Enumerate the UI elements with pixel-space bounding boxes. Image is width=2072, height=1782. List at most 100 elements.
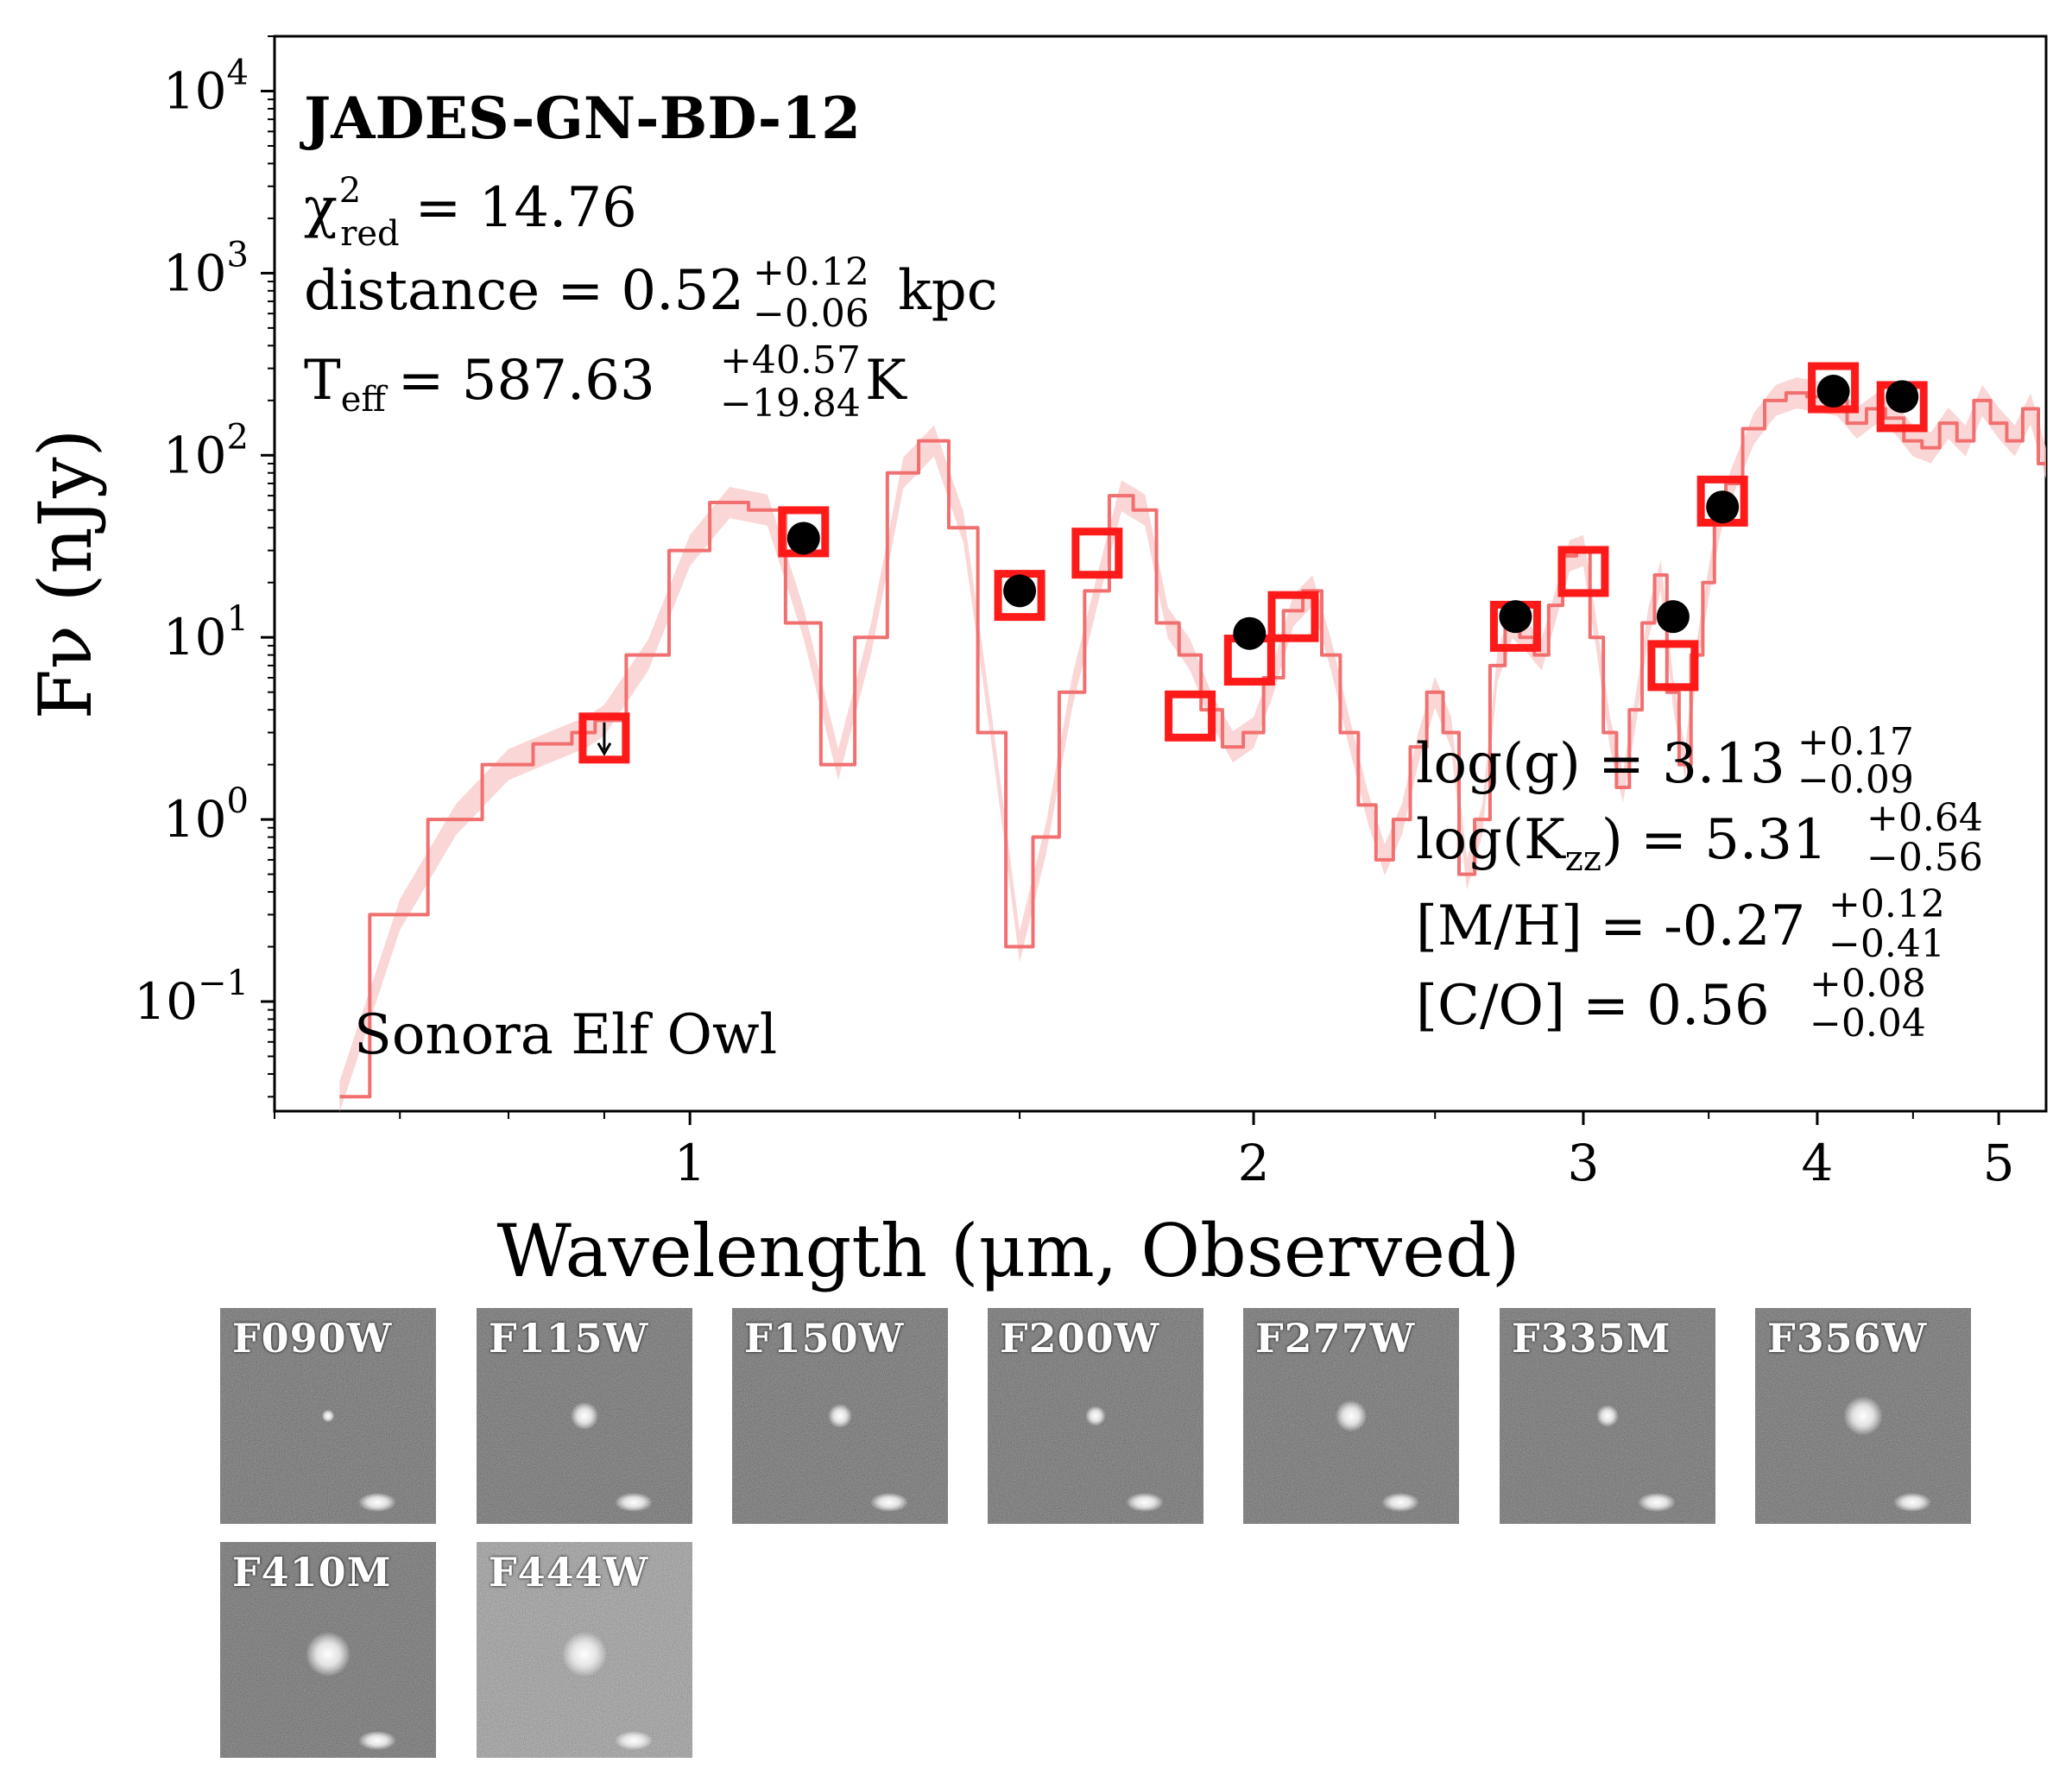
distance-annotation: distance = 0.52 xyxy=(304,259,744,323)
x-axis-label: Wavelength (μm, Observed) xyxy=(496,1209,1519,1293)
fit-parameters: log(g) = 3.13 +0.17 −0.09 log(Kzz) = 5.3… xyxy=(1416,720,1983,1046)
observed-point xyxy=(1499,600,1532,634)
cutout-label: F444W xyxy=(489,1549,649,1596)
model-photometry-point xyxy=(1647,640,1699,692)
target-source xyxy=(1085,1406,1106,1426)
neighbor-source xyxy=(615,1731,653,1750)
cutout-f150w: F150W xyxy=(732,1308,948,1524)
observed-point xyxy=(1886,380,1919,414)
neighbor-source xyxy=(358,1731,396,1750)
x-tick-label: 1 xyxy=(674,1134,706,1192)
observed-point xyxy=(1816,375,1850,408)
model-name-label: Sonora Elf Owl xyxy=(354,1003,777,1067)
param-logkzz-minus: −0.56 xyxy=(1867,836,1983,880)
cutout-label: F277W xyxy=(1255,1315,1416,1362)
model-photometry-point xyxy=(1071,528,1123,579)
distance-error-plus: +0.12 xyxy=(753,250,869,294)
target-source xyxy=(321,1409,335,1423)
cutout-f090w: F090W xyxy=(220,1308,436,1524)
param-logkzz-plus: +0.64 xyxy=(1867,796,1983,840)
chart-title: JADES-GN-BD-12 xyxy=(300,85,861,152)
cutout-f356w: F356W xyxy=(1755,1308,1971,1524)
param-metallicity-plus: +0.12 xyxy=(1829,882,1945,926)
model-uncertainty-band xyxy=(339,377,2047,1113)
cutout-label: F115W xyxy=(489,1315,649,1362)
cutout-label: F150W xyxy=(744,1315,905,1362)
cutout-image xyxy=(220,1542,436,1758)
model-photometry-point xyxy=(1808,362,1860,414)
upper-limit-arrowhead xyxy=(597,742,612,756)
x-tick-label: 4 xyxy=(1801,1134,1833,1192)
param-co-plus: +0.08 xyxy=(1810,962,1926,1006)
teff-annotation: Teff = 587.63 xyxy=(304,349,655,420)
param-co: [C/O] = 0.56 xyxy=(1416,974,1770,1038)
y-tick-label: 102 xyxy=(163,417,249,484)
neighbor-source xyxy=(1893,1493,1931,1512)
y-tick-label: 101 xyxy=(163,599,249,667)
target-source xyxy=(1596,1405,1619,1427)
cutout-image xyxy=(220,1308,436,1524)
neighbor-source xyxy=(1126,1493,1164,1512)
param-logg: log(g) = 3.13 xyxy=(1416,732,1785,796)
y-axis-label: Fν (nJy) xyxy=(23,429,108,720)
neighbor-source xyxy=(870,1493,908,1512)
distance-unit: kpc xyxy=(898,259,998,323)
x-tick-label: 5 xyxy=(1983,1134,2015,1192)
model-photometry-point xyxy=(1267,591,1319,642)
model-photometry-point xyxy=(1165,690,1216,742)
model-photometry-point xyxy=(994,570,1045,622)
param-metallicity: [M/H] = -0.27 xyxy=(1416,894,1805,958)
teff-unit: K xyxy=(865,349,907,413)
y-tick-label: 10−1 xyxy=(134,964,249,1031)
teff-error-plus: +40.57 xyxy=(720,338,861,382)
cutout-image xyxy=(477,1542,692,1758)
neighbor-source xyxy=(358,1493,396,1512)
cutout-image xyxy=(1243,1308,1459,1524)
target-source xyxy=(306,1632,351,1677)
cutout-image xyxy=(1500,1308,1715,1524)
model-photometry-point xyxy=(578,712,630,764)
param-logkzz: log(Kzz) = 5.31 xyxy=(1416,808,1828,879)
neighbor-source xyxy=(1381,1493,1419,1512)
cutout-f410m: F410M xyxy=(220,1542,436,1758)
cutout-label: F335M xyxy=(1512,1315,1671,1362)
neighbor-source xyxy=(615,1493,653,1512)
observed-point xyxy=(1706,490,1740,524)
model-spectrum-layer xyxy=(339,377,2047,1113)
x-tick-label: 3 xyxy=(1568,1134,1600,1192)
cutout-image xyxy=(732,1308,948,1524)
observed-point xyxy=(1233,616,1267,650)
chi2-annotation: χ2 red = 14.76 xyxy=(304,171,637,254)
param-logg-plus: +0.17 xyxy=(1797,720,1914,764)
y-tick-label: 104 xyxy=(163,53,249,120)
target-source xyxy=(562,1632,607,1677)
cutout-label: F200W xyxy=(1000,1315,1160,1362)
observed-point xyxy=(786,521,820,555)
cutout-f115w: F115W xyxy=(477,1308,692,1524)
x-tick-label: 2 xyxy=(1238,1134,1270,1192)
distance-error-minus: −0.06 xyxy=(753,292,869,336)
cutout-label: F410M xyxy=(232,1549,392,1596)
observed-point xyxy=(1003,574,1037,608)
target-source xyxy=(1843,1396,1883,1436)
model-spectrum-line xyxy=(339,391,2046,1099)
cutout-f335m: F335M xyxy=(1500,1308,1715,1524)
param-co-minus: −0.04 xyxy=(1810,1002,1926,1046)
target-source xyxy=(828,1404,852,1428)
cutout-image xyxy=(1755,1308,1971,1524)
y-tick-label: 103 xyxy=(163,235,249,302)
target-source xyxy=(1335,1400,1368,1432)
teff-error-minus: −19.84 xyxy=(720,382,861,426)
cutout-image xyxy=(477,1308,692,1524)
model-photometry-layer xyxy=(578,362,1928,764)
y-tick-label: 100 xyxy=(163,781,249,849)
param-logg-minus: −0.09 xyxy=(1797,758,1914,802)
cutout-f277w: F277W xyxy=(1243,1308,1459,1524)
observed-point xyxy=(1656,600,1690,634)
param-metallicity-minus: −0.41 xyxy=(1829,922,1945,966)
observed-photometry-layer xyxy=(597,375,1919,756)
target-source xyxy=(570,1401,599,1431)
axis-ticks: 1 2 3 4 5 10−1 100 101 102 103 104 xyxy=(134,35,2015,1192)
cutout-label: F090W xyxy=(232,1315,393,1362)
